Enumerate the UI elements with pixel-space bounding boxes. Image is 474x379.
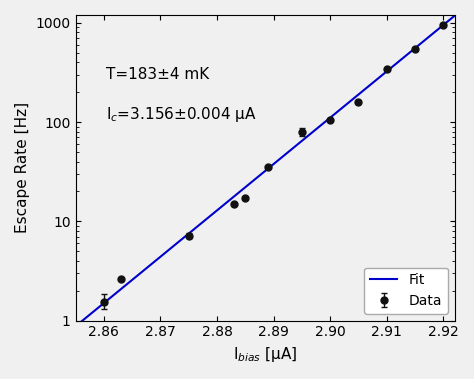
Fit: [255, 175, 261, 179]
Fit: [300, 138, 305, 143]
Fit: [278, 156, 284, 160]
Text: I$_c$=3.156±0.004 μA: I$_c$=3.156±0.004 μA: [106, 105, 256, 124]
Fit: [67, 329, 73, 333]
X-axis label: I$_{bias}$ [μA]: I$_{bias}$ [μA]: [233, 345, 297, 364]
Fit: [387, 67, 392, 71]
Y-axis label: Escape Rate [Hz]: Escape Rate [Hz]: [15, 102, 30, 233]
Fit: [457, 9, 463, 13]
Line: Fit: Fit: [70, 11, 460, 331]
Legend: Fit, Data: Fit, Data: [364, 268, 447, 314]
Fit: [253, 177, 258, 181]
Text: T=183±4 mK: T=183±4 mK: [106, 67, 209, 82]
Fit: [448, 17, 454, 21]
